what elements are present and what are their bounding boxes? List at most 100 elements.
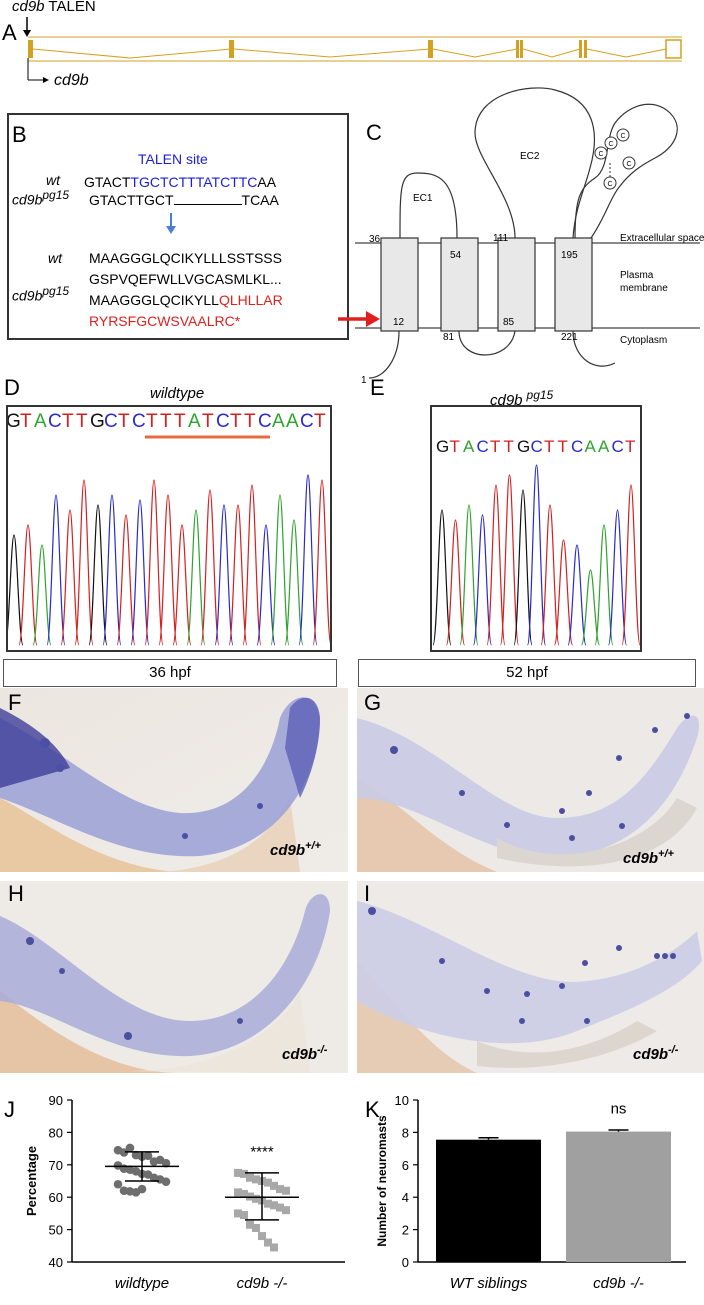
j-point bbox=[246, 1220, 254, 1229]
base-letter: T bbox=[146, 411, 159, 432]
j-point bbox=[143, 1151, 153, 1161]
base-letter: A bbox=[598, 437, 610, 456]
trace-peak bbox=[270, 494, 290, 646]
talen-site-label: TALEN site bbox=[138, 151, 208, 167]
photo-i-genotype: -/- bbox=[668, 1044, 679, 1056]
trace-peak bbox=[472, 514, 493, 646]
j-point bbox=[270, 1243, 278, 1252]
base-letter: C bbox=[132, 411, 147, 432]
wt-trace bbox=[8, 435, 330, 646]
trace-peak bbox=[567, 544, 587, 646]
trace-peak bbox=[144, 479, 164, 646]
panel-d-box bbox=[6, 405, 332, 652]
j-point bbox=[264, 1199, 272, 1208]
photo-i bbox=[357, 881, 704, 1073]
trace-peak bbox=[445, 519, 466, 646]
chart-k: 0 2 4 6 8 10 Number of neuromasts WT siblings cd… bbox=[375, 1093, 686, 1292]
j-y-tick-label: 60 bbox=[49, 1190, 63, 1205]
embryo-f bbox=[0, 688, 348, 872]
panel-letter-j: J bbox=[4, 1097, 15, 1122]
j-y-tick-label: 90 bbox=[49, 1093, 63, 1108]
wt-seq-post: AA bbox=[257, 174, 277, 190]
base-letter: C bbox=[611, 437, 624, 456]
talen-gene: cd9b bbox=[12, 0, 45, 15]
j-point bbox=[113, 1179, 123, 1189]
wt-label: wt bbox=[46, 172, 60, 188]
j-point bbox=[270, 1201, 278, 1210]
j-y-tick-label: 80 bbox=[49, 1125, 63, 1140]
base-letter: G bbox=[517, 437, 531, 456]
base-letter: T bbox=[625, 437, 636, 456]
k-y-tick-label: 4 bbox=[402, 1190, 409, 1205]
base-letter: T bbox=[76, 411, 89, 432]
trace-peak bbox=[526, 464, 547, 646]
num-85: 85 bbox=[503, 317, 515, 328]
red-arrow bbox=[338, 311, 380, 327]
talen-suffix: TALEN bbox=[44, 0, 96, 15]
membrane-label: membrane bbox=[620, 283, 668, 294]
j-point bbox=[252, 1194, 260, 1203]
extracellular-label: Extracellular space bbox=[620, 233, 704, 244]
trace-peak bbox=[607, 509, 628, 646]
trace-peak bbox=[486, 484, 506, 646]
wt-dna-seq: GTACTTGCTCTTTATCTTCAA bbox=[84, 174, 276, 190]
trace-peak bbox=[499, 474, 520, 646]
panel-letter-a: A bbox=[2, 20, 17, 45]
trace-peak bbox=[102, 494, 122, 646]
photo-f-label: cd9b+/+ bbox=[270, 840, 321, 859]
j-point bbox=[252, 1175, 260, 1184]
cys-3: C bbox=[620, 133, 625, 140]
wt-seq-letters: GTACTTGCTCTTTATCTTCAACT bbox=[8, 411, 328, 433]
base-letter: G bbox=[8, 411, 22, 432]
embryo-i bbox=[357, 881, 704, 1073]
base-letter: T bbox=[314, 411, 327, 432]
chromatogram-wt: GTACTTGCTCTTTATCTTCAACT bbox=[8, 407, 330, 650]
base-letter: T bbox=[118, 411, 131, 432]
photo-h-gene: cd9b bbox=[282, 1046, 318, 1063]
chromatogram-mut: GT A CT T GCT T CA A CT bbox=[432, 407, 640, 650]
base-letter: C bbox=[216, 411, 231, 432]
photo-h-genotype: -/- bbox=[317, 1044, 328, 1056]
base-letter: G bbox=[436, 437, 450, 456]
base-letter: C bbox=[258, 411, 273, 432]
mut-allele: pg15 bbox=[42, 188, 70, 202]
trace-peak bbox=[46, 494, 66, 646]
trace-peak bbox=[32, 544, 52, 646]
j-point bbox=[161, 1158, 171, 1168]
photo-f-genotype: +/+ bbox=[305, 840, 321, 852]
panel-letter-g: G bbox=[364, 690, 382, 715]
photo-h bbox=[0, 881, 348, 1073]
j-point bbox=[282, 1206, 290, 1215]
panel-letter-b: B bbox=[12, 122, 27, 147]
tm3 bbox=[497, 237, 536, 332]
base-letter: A bbox=[188, 411, 202, 432]
stage-header-36hpf: 36 hpf bbox=[3, 659, 337, 687]
photo-g-label: cd9b+/+ bbox=[623, 848, 674, 867]
trace-peak bbox=[621, 484, 640, 646]
trace-peak bbox=[312, 479, 330, 646]
tm1 bbox=[380, 237, 419, 332]
panel-letter-e: E bbox=[370, 375, 385, 400]
panel-letter-f: F bbox=[8, 690, 22, 715]
panel-e-allele: pg15 bbox=[526, 388, 554, 402]
mut-protein-gene: cd9b bbox=[12, 287, 43, 304]
base-letter: T bbox=[557, 437, 568, 456]
trace-peak bbox=[8, 534, 24, 646]
embryo-h bbox=[0, 881, 348, 1073]
j-point bbox=[137, 1184, 147, 1194]
trace-peak bbox=[186, 509, 206, 646]
trace-peak bbox=[74, 479, 94, 646]
k-y-tick-label: 8 bbox=[402, 1125, 409, 1140]
j-x-label: cd9b -/- bbox=[237, 1275, 288, 1292]
base-letter: T bbox=[244, 411, 257, 432]
ec1-loop bbox=[399, 172, 458, 239]
ic1-loop bbox=[458, 330, 516, 356]
photo-i-gene: cd9b bbox=[633, 1046, 669, 1063]
panel-letter-k: K bbox=[365, 1097, 380, 1122]
k-bar bbox=[566, 1131, 671, 1262]
mut-protein-2: RYRSFGCWSVAALRC* bbox=[89, 313, 241, 329]
base-letter: A bbox=[463, 437, 475, 456]
photo-g-gene: cd9b bbox=[623, 850, 659, 867]
j-y-label: Percentage bbox=[24, 1146, 39, 1216]
trace-peak bbox=[513, 489, 533, 646]
